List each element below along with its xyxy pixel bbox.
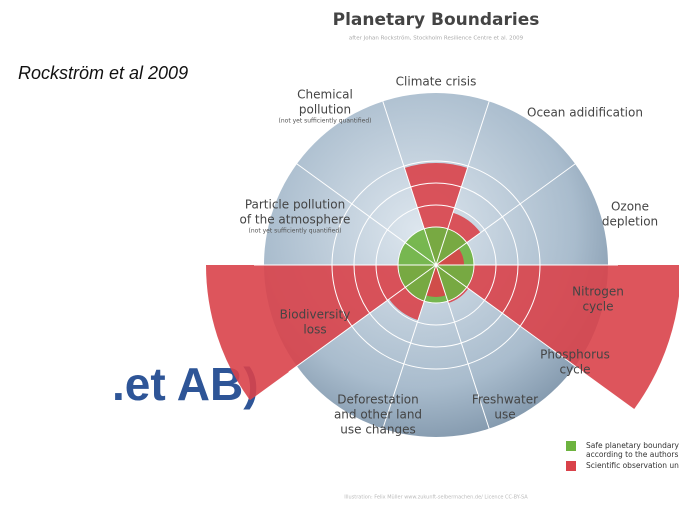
sector-label: Climate crisis [396, 75, 477, 89]
sector-label: Deforestation [337, 393, 419, 407]
sector-label: and other land [334, 408, 422, 422]
sector-line [379, 91, 437, 266]
sector-label: of the atmosphere [240, 213, 351, 227]
sector-line [435, 264, 493, 439]
sector-label: use changes [340, 423, 415, 437]
labels: Climate crisis Ocean adidification Ozonede… [240, 75, 679, 471]
subtitle: after Johan Rockström, Stockholm Resilie… [349, 36, 524, 42]
sector-label: Ozone [611, 200, 649, 214]
legend-text: according to the authors [586, 450, 678, 459]
sector-label: Phosphorus [540, 348, 610, 362]
sector-line [288, 157, 437, 266]
sector-line [435, 91, 493, 266]
sector-label: use [494, 408, 515, 422]
sector-label: Particle pollution [245, 198, 345, 212]
sector-line [379, 264, 437, 439]
sector-label: Nitrogen [572, 285, 624, 299]
sector-label: Biodiversity [280, 308, 351, 322]
sector-line [435, 157, 584, 266]
sector-label: loss [303, 323, 326, 337]
sector-line [288, 264, 437, 373]
observed-wedge [436, 265, 679, 410]
observed-wedge [206, 265, 436, 401]
title: Planetary Boundaries [333, 10, 540, 30]
sector-note: (not yet sufficiently quantified) [249, 228, 342, 235]
sector-label: cycle [582, 300, 613, 314]
wedges [206, 91, 679, 439]
legend-swatch [566, 441, 576, 451]
sector-label: depletion [602, 215, 658, 229]
sector-line [435, 264, 584, 373]
legend-text: Scientific observation until 2009 [586, 461, 679, 470]
legend-swatch [566, 461, 576, 471]
observed-wedge [404, 162, 468, 265]
observed-wedge [426, 265, 446, 297]
sector-label: cycle [559, 363, 590, 377]
citation: Rockström et al 2009 [18, 63, 188, 83]
sector-label: Ocean adidification [527, 106, 643, 120]
sector-label: Freshwater [472, 393, 538, 407]
sector-label: pollution [299, 103, 351, 117]
sector-label: Chemical [297, 88, 353, 102]
sector-note: (not yet sufficiently quantified) [279, 118, 372, 125]
observed-wedge [436, 248, 464, 265]
credit: Illustration: Felix Müller www.zukunft-s… [344, 495, 528, 501]
legend-text: Safe planetary boundary / guide rail [586, 441, 679, 450]
